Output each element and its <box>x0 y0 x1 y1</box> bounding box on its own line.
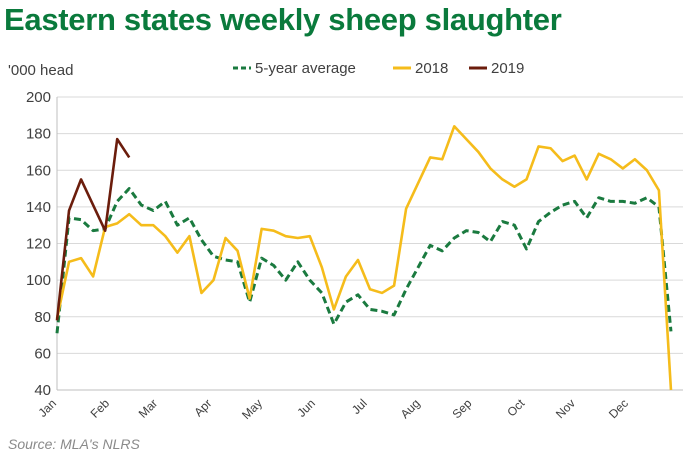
y-tick-label: 40 <box>34 382 51 399</box>
y-tick-label: 180 <box>26 126 51 143</box>
series-line-2018 <box>55 125 673 391</box>
x-tick-label: Apr <box>191 396 214 419</box>
legend-label: 5-year average <box>255 60 356 77</box>
series-lines <box>55 125 673 391</box>
x-tick-label: Nov <box>553 396 578 421</box>
legend-label: 2019 <box>491 60 524 77</box>
series-line-2019 <box>55 137 131 321</box>
y-axis-label: '000 head <box>8 62 73 79</box>
grid-lines <box>57 96 683 354</box>
x-tick-label: Sep <box>449 396 474 421</box>
y-tick-label: 160 <box>26 162 51 179</box>
legend: 5-year average 2018 2019 <box>233 60 524 77</box>
chart-title: Eastern states weekly sheep slaughter <box>4 2 562 37</box>
y-axis-ticks: 40 60 80 100 120 140 160 180 200 <box>26 89 51 399</box>
x-tick-label: Aug <box>398 396 423 421</box>
x-tick-label: Jul <box>349 396 370 417</box>
y-tick-label: 200 <box>26 89 51 106</box>
y-tick-label: 120 <box>26 236 51 253</box>
axes <box>56 97 683 391</box>
x-axis-ticks: Jan Feb Mar Apr May Jun Jul Aug Sep Oct Nov Dec <box>36 396 631 422</box>
y-tick-label: 140 <box>26 199 51 216</box>
x-tick-label: Feb <box>88 396 113 421</box>
source-note: Source: MLA's NLRS <box>8 436 140 452</box>
legend-label: 2018 <box>415 60 448 77</box>
x-tick-label: May <box>239 396 265 422</box>
y-tick-label: 100 <box>26 272 51 289</box>
x-tick-label: Mar <box>136 396 161 421</box>
x-tick-label: Oct <box>504 396 528 420</box>
series-line-average <box>55 187 673 334</box>
x-tick-label: Jun <box>294 396 318 420</box>
y-tick-label: 60 <box>34 345 51 362</box>
y-tick-label: 80 <box>34 309 51 326</box>
x-tick-label: Dec <box>606 396 631 421</box>
x-tick-label: Jan <box>36 396 60 420</box>
